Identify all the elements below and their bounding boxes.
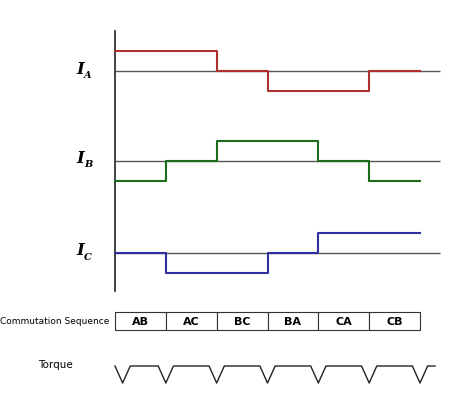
Bar [369,312,420,330]
Text: I: I [76,150,84,167]
Text: CA: CA [335,316,352,326]
Text: CB: CB [386,316,403,326]
Bar [217,312,267,330]
Text: Commutation Sequence: Commutation Sequence [0,317,110,326]
Text: Torque: Torque [37,359,72,369]
Text: C: C [84,252,92,261]
Text: B: B [84,160,92,169]
Text: BA: BA [284,316,302,326]
Bar [267,312,319,330]
Bar [319,312,369,330]
Text: AC: AC [183,316,200,326]
Text: AB: AB [132,316,149,326]
Text: BC: BC [234,316,250,326]
Bar [115,312,166,330]
Text: I: I [76,242,84,259]
Bar [166,312,217,330]
Text: I: I [76,60,84,77]
Text: A: A [84,70,92,79]
